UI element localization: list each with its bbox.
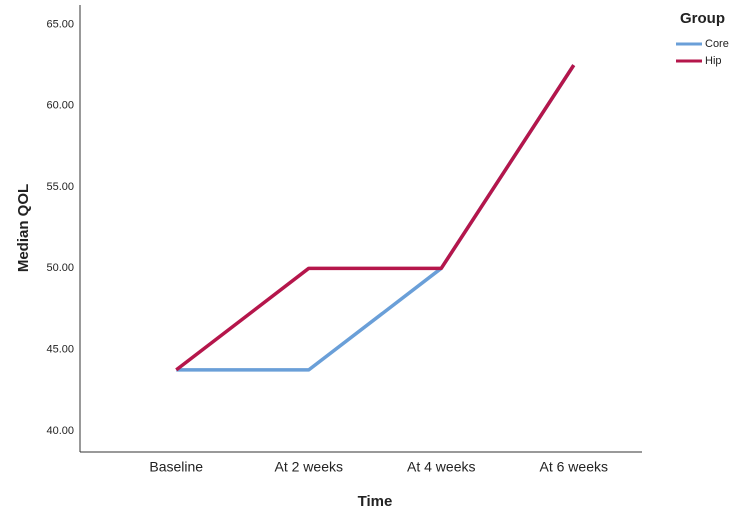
x-tick-label: At 4 weeks	[407, 459, 475, 475]
y-tick-label: 55.00	[46, 181, 74, 193]
x-tick-label: Baseline	[149, 459, 203, 475]
x-tick-label: At 6 weeks	[540, 459, 608, 475]
y-tick-label: 45.00	[46, 344, 74, 356]
legend-title: Group	[680, 10, 725, 27]
x-axis-title: Time	[358, 493, 393, 510]
legend-label: Core	[705, 38, 729, 50]
y-tick-label: 60.00	[46, 100, 74, 112]
y-axis-title: Median QOL	[15, 184, 32, 272]
x-tick-label: At 2 weeks	[275, 459, 343, 475]
y-tick-label: 50.00	[46, 262, 74, 274]
legend-label: Hip	[705, 55, 722, 67]
y-tick-label: 40.00	[46, 425, 74, 437]
y-tick-label: 65.00	[46, 18, 74, 30]
series-line	[175, 64, 576, 372]
